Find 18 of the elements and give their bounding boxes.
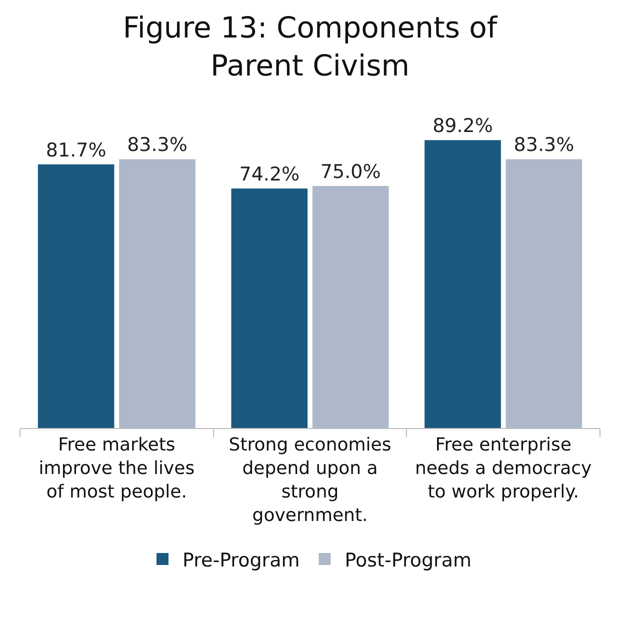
bar: [231, 188, 308, 428]
data-label: 83.3%: [127, 134, 188, 156]
data-label: 89.2%: [432, 115, 493, 138]
chart-title: Figure 13: Components of Parent Civism: [122, 10, 498, 82]
bar: [506, 159, 582, 428]
bar: [424, 140, 501, 428]
data-label: 81.7%: [46, 139, 106, 162]
x-tick-label: Strong economies depend upon a strong government.: [228, 434, 392, 526]
legend-label: Pre-Program: [182, 549, 300, 572]
x-tick-label: Free markets improve the lives of most people.: [38, 434, 195, 502]
bar: [119, 159, 196, 428]
bar: [38, 164, 114, 428]
data-label: 74.2%: [239, 164, 300, 186]
bar: [312, 186, 389, 428]
x-tick-label: Free enterprise needs a democracy to work properly.: [414, 434, 592, 502]
data-label: 83.3%: [514, 134, 574, 156]
data-label: 75.0%: [320, 160, 381, 183]
legend-label: Post-Program: [344, 549, 472, 572]
